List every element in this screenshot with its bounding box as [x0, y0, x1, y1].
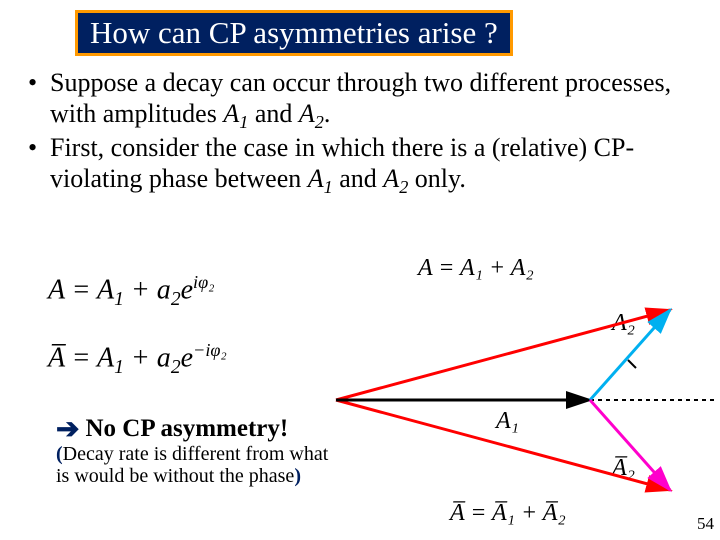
vector-diagram — [330, 260, 720, 540]
eq1-a: = A — [65, 274, 115, 305]
eq1-lhs: A — [48, 274, 65, 305]
eq1-c: e — [181, 274, 193, 305]
bullet-1-text-c: . — [324, 99, 331, 128]
paren-close: ) — [294, 465, 301, 487]
eq2-a: = A — [65, 342, 115, 373]
conclusion-text: No CP asymmetry! — [85, 415, 288, 443]
angle-tick — [628, 360, 636, 368]
page-number: 54 — [697, 514, 714, 534]
eq2-lhs: A̅ — [48, 342, 65, 373]
conclusion-row: ➔ No CP asymmetry! — [56, 412, 288, 446]
var-A2b: A2 — [383, 164, 408, 193]
bullet-2-text-c: only. — [408, 164, 466, 193]
footnote: (Decay rate is different from what is wo… — [56, 444, 336, 487]
equation-Abar: A̅ = A1 + a2e−iφ₂ — [48, 340, 227, 379]
eq1-b: + a — [124, 274, 171, 305]
eq2-exp: −iφ₂ — [193, 340, 227, 360]
eq1-exp: iφ₂ — [193, 272, 214, 292]
vector-A2-cyan — [590, 310, 670, 400]
bullet-list: Suppose a decay can occur through two di… — [20, 68, 700, 199]
paren-open: ( — [56, 443, 63, 465]
vector-A-red-up — [336, 310, 670, 400]
var-A1b: A1 — [308, 164, 333, 193]
arrow-icon: ➔ — [56, 412, 79, 446]
bullet-1-text-a: Suppose a decay can occur through two di… — [50, 68, 671, 128]
equation-A: A = A1 + a2eiφ₂ — [48, 272, 215, 311]
var-A2: A2 — [299, 99, 324, 128]
eq2-c: e — [181, 342, 193, 373]
bullet-2-text-b: and — [333, 164, 384, 193]
vector-A2bar-magenta — [590, 400, 670, 490]
page-title: How can CP asymmetries arise ? — [90, 15, 498, 50]
bullet-1-text-b: and — [248, 99, 299, 128]
eq2-b: + a — [124, 342, 171, 373]
title-box: How can CP asymmetries arise ? — [75, 10, 513, 56]
bullet-2: First, consider the case in which there … — [20, 133, 700, 198]
footnote-text: Decay rate is different from what is wou… — [56, 443, 328, 487]
var-A1: A1 — [223, 99, 248, 128]
vector-A-red-down — [336, 400, 670, 490]
bullet-1: Suppose a decay can occur through two di… — [20, 68, 700, 133]
